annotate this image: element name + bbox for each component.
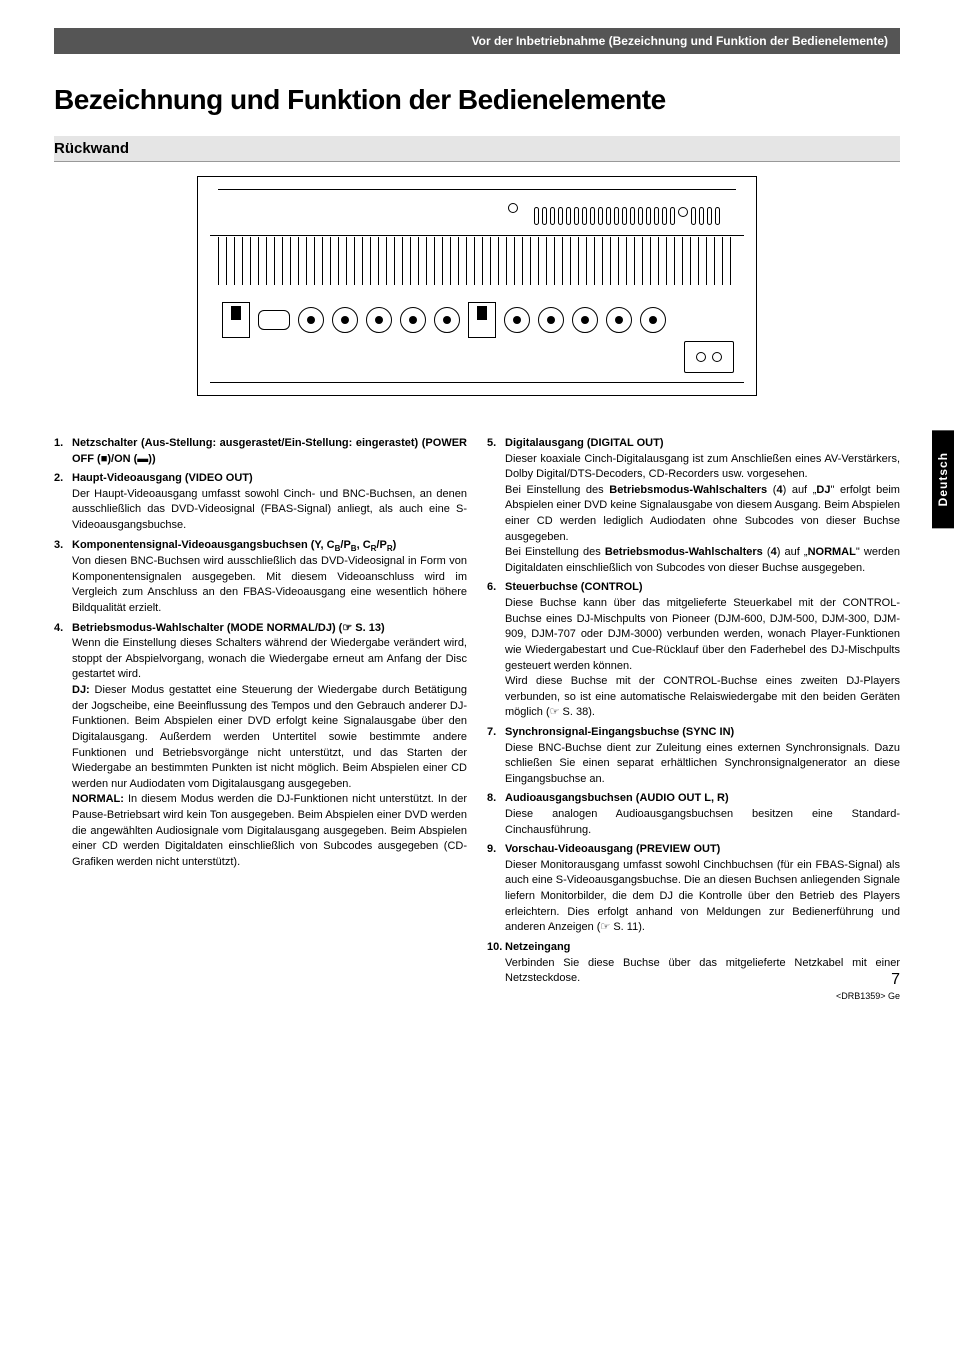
video-jack [298, 307, 324, 333]
item-2: 2. Haupt-Videoausgang (VIDEO OUT) Der Ha… [54, 471, 467, 533]
right-column: 5. Digitalausgang (DIGITAL OUT) Dieser k… [487, 436, 900, 991]
mode-switch [468, 302, 496, 338]
page-number: 7 [836, 971, 900, 989]
svideo-jack [258, 310, 290, 330]
control-jack [538, 307, 564, 333]
rear-panel-diagram [147, 176, 807, 396]
bnc-jack [332, 307, 358, 333]
description-columns: 1. Netzschalter (Aus-Stellung: ausgerast… [54, 436, 900, 991]
connector-row [222, 292, 732, 347]
item-9: 9. Vorschau-Videoausgang (PREVIEW OUT) D… [487, 842, 900, 936]
left-column: 1. Netzschalter (Aus-Stellung: ausgerast… [54, 436, 467, 991]
item-4: 4. Betriebsmodus-Wahlschalter (MODE NORM… [54, 621, 467, 871]
main-title: Bezeichnung und Funktion der Bedieneleme… [54, 84, 900, 116]
item-7: 7. Synchronsignal-Eingangsbuchse (SYNC I… [487, 725, 900, 787]
item-8: 8. Audioausgangsbuchsen (AUDIO OUT L, R)… [487, 791, 900, 838]
item-5: 5. Digitalausgang (DIGITAL OUT) Dieser k… [487, 436, 900, 576]
bnc-jack [434, 307, 460, 333]
header-breadcrumb: Vor der Inbetriebnahme (Bezeichnung und … [54, 28, 900, 54]
footer: 7 <DRB1359> Ge [836, 971, 900, 1001]
section-title: Rückwand [54, 136, 900, 162]
item-1: 1. Netzschalter (Aus-Stellung: ausgerast… [54, 436, 467, 467]
heatsink-fins [214, 237, 740, 285]
audio-jack [640, 307, 666, 333]
sync-jack [572, 307, 598, 333]
item-3: 3. Komponentensignal-Videoausgangsbuchse… [54, 538, 467, 617]
audio-jack [606, 307, 632, 333]
document-id: <DRB1359> Ge [836, 991, 900, 1001]
vent-slots [534, 207, 734, 229]
language-tab: Deutsch [932, 430, 954, 528]
ac-inlet [684, 341, 734, 373]
digital-out-jack [504, 307, 530, 333]
power-switch [222, 302, 250, 338]
item-6: 6. Steuerbuchse (CONTROL) Diese Buchse k… [487, 580, 900, 720]
bnc-jack [400, 307, 426, 333]
bnc-jack [366, 307, 392, 333]
